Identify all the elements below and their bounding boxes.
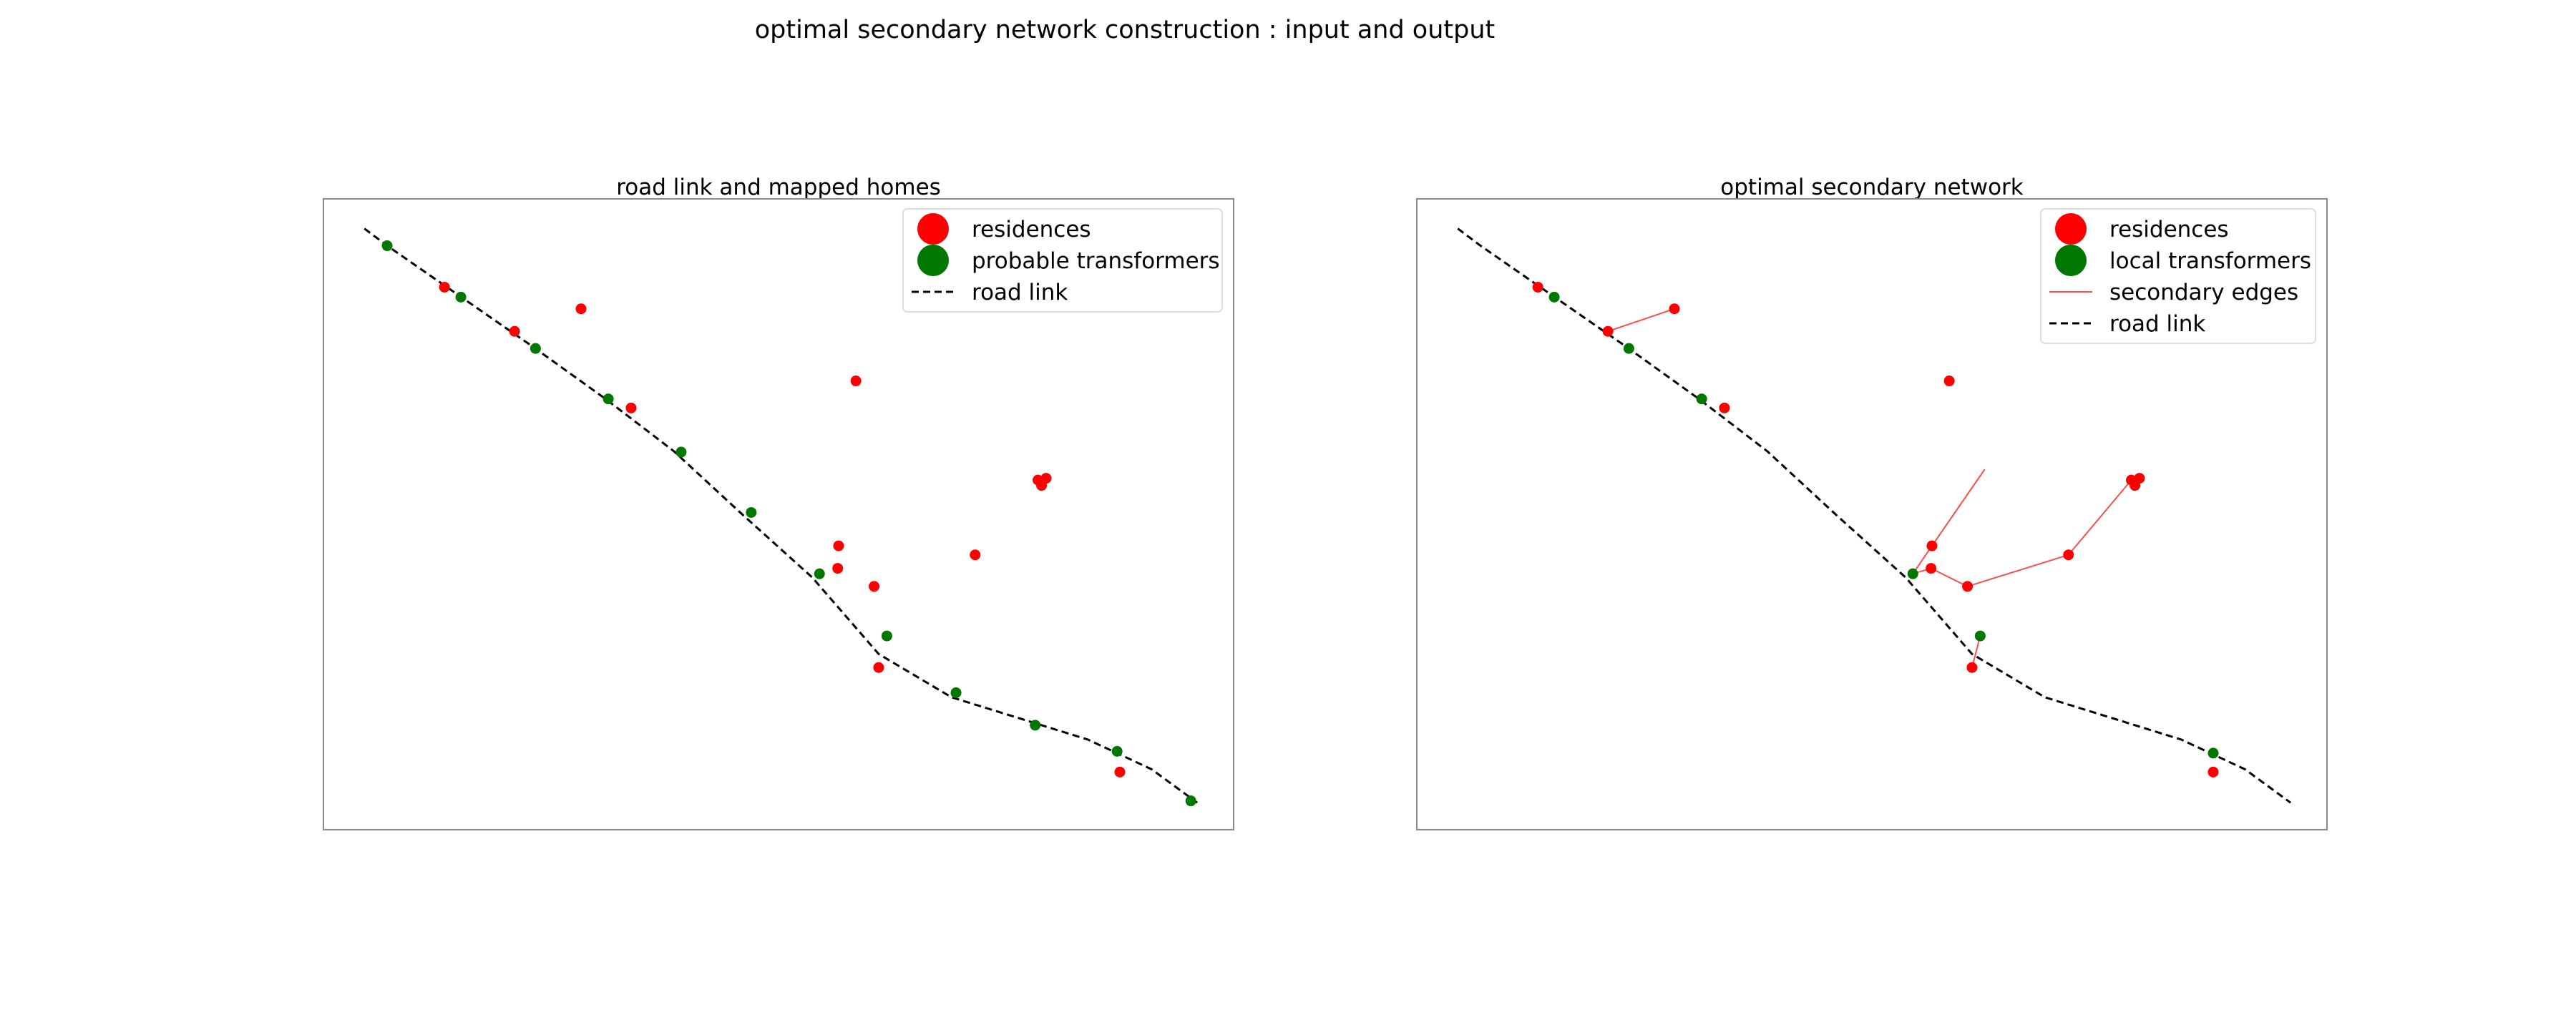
transformer-point-9 xyxy=(1030,720,1041,731)
transformer-point-5 xyxy=(746,506,757,518)
transformer-point-11 xyxy=(1185,795,1196,807)
transformer-point-8 xyxy=(950,687,962,698)
residence-point-3 xyxy=(1719,402,1730,413)
transformer-point-0 xyxy=(1548,291,1560,303)
residence-point-5 xyxy=(832,563,844,574)
legend-label-residences: residences xyxy=(972,217,1091,242)
legend-label-road-link: road link xyxy=(2109,311,2205,337)
residence-point-2 xyxy=(575,303,587,315)
residence-point-8 xyxy=(873,662,884,673)
residence-point-3 xyxy=(625,402,637,413)
residence-point-1 xyxy=(509,325,520,337)
legend-box xyxy=(902,208,1223,313)
transformer-point-4 xyxy=(675,446,687,458)
residence-point-12 xyxy=(2129,480,2141,491)
transformer-point-5 xyxy=(2207,747,2219,759)
legend-label-secondary-edges: secondary edges xyxy=(2109,280,2298,305)
residence-point-1 xyxy=(1602,325,1614,337)
residence-point-0 xyxy=(439,281,450,293)
axes-title-left: road link and mapped homes xyxy=(616,175,941,200)
legend-marker-residences xyxy=(917,213,949,245)
residence-point-0 xyxy=(1532,281,1543,293)
residence-point-9 xyxy=(2063,549,2074,561)
axes-frame-right xyxy=(1416,198,2328,830)
secondary-edge-2 xyxy=(1931,469,1986,546)
residence-point-9 xyxy=(970,549,981,561)
transformer-point-1 xyxy=(1623,343,1634,354)
plot-area-right xyxy=(1457,227,2292,804)
residence-point-13 xyxy=(2207,766,2219,778)
residence-point-12 xyxy=(1036,480,1048,491)
secondary-edge-5 xyxy=(1967,554,2069,587)
residence-point-7 xyxy=(1962,581,1974,592)
secondary-edge-6 xyxy=(2067,479,2132,556)
legend-label-residences: residences xyxy=(2109,217,2229,242)
secondary-edge-4 xyxy=(1931,567,1968,587)
transformer-point-0 xyxy=(381,240,393,252)
residence-point-4 xyxy=(850,376,862,387)
transformer-point-2 xyxy=(1696,393,1707,405)
residence-point-7 xyxy=(869,581,880,592)
road-link-line xyxy=(364,227,1199,804)
secondary-edge-1 xyxy=(1912,545,1933,574)
transformer-point-6 xyxy=(814,568,825,579)
residence-point-5 xyxy=(1926,563,1937,574)
legend-marker-residences xyxy=(2055,213,2087,245)
residence-point-6 xyxy=(1926,540,1938,551)
legend-label-road-link: road link xyxy=(972,280,1068,305)
axes-title-right: optimal secondary network xyxy=(1720,175,2024,200)
transformer-point-3 xyxy=(1907,568,1918,579)
residence-point-6 xyxy=(833,540,844,551)
plot-area-left xyxy=(364,227,1199,807)
transformer-point-7 xyxy=(881,630,892,642)
transformer-point-3 xyxy=(602,393,614,405)
transformer-point-1 xyxy=(455,291,467,303)
legend-right: residences local transformers secondary ed… xyxy=(2040,208,2316,344)
legend-label-local-transformers: local transformers xyxy=(2109,248,2311,274)
axes-road-link-homes: road link and mapped homes residences pro… xyxy=(323,175,1234,830)
axes-frame-left xyxy=(323,198,1234,830)
transformer-point-10 xyxy=(1111,745,1123,757)
transformer-point-4 xyxy=(1974,630,1986,642)
transformer-point-2 xyxy=(530,343,541,354)
legend-marker-local-transformers xyxy=(2055,245,2087,276)
legend-box xyxy=(2040,208,2316,344)
legend-left: residences probable transformers road link xyxy=(902,208,1223,313)
residence-point-8 xyxy=(1966,662,1978,673)
secondary-edge-0 xyxy=(1607,308,1675,333)
residence-point-2 xyxy=(1669,303,1680,315)
legend-label-probable-transformers: probable transformers xyxy=(972,248,1220,274)
residence-point-4 xyxy=(1943,376,1955,387)
legend-marker-probable-transformers xyxy=(917,245,949,276)
secondary-edge-8 xyxy=(1971,635,1981,668)
figure-title: optimal secondary network construction :… xyxy=(755,16,1496,44)
axes-secondary-network: optimal secondary network residences loca… xyxy=(1416,175,2328,830)
residence-point-13 xyxy=(1114,766,1126,778)
